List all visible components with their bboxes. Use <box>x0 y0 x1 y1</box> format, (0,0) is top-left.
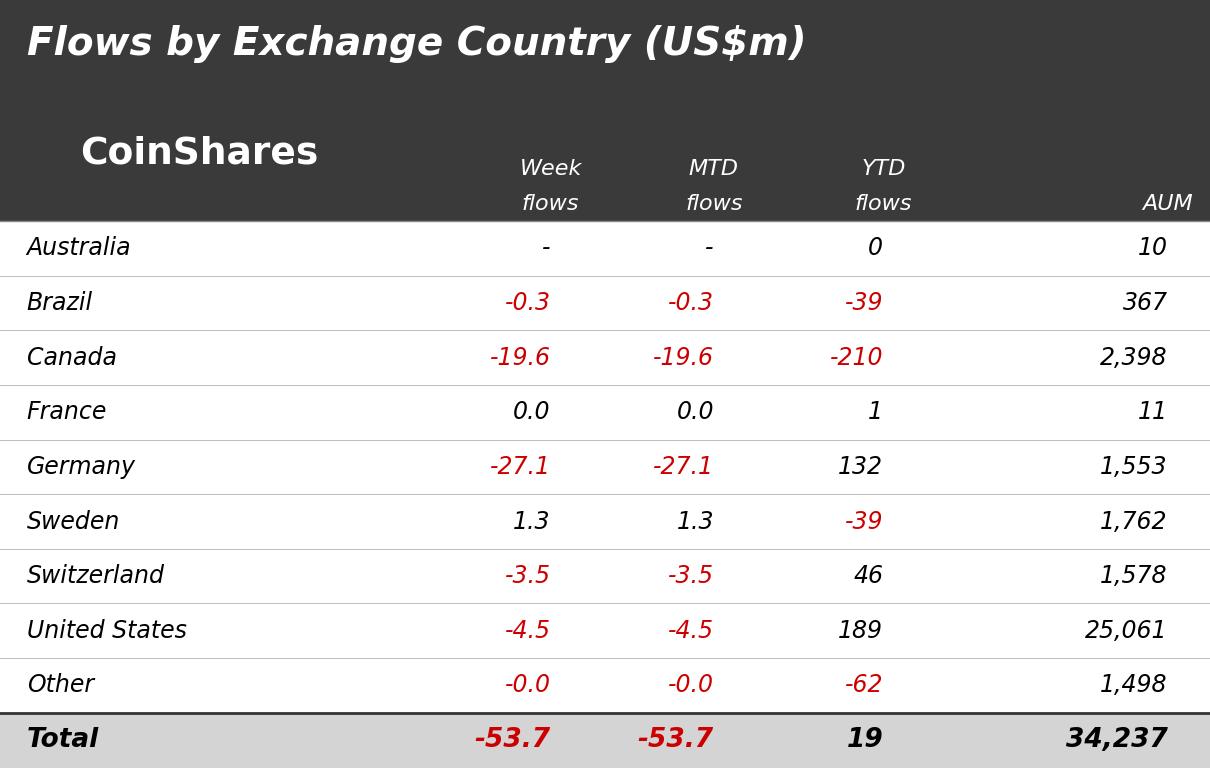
Text: -27.1: -27.1 <box>490 455 551 479</box>
Text: AUM: AUM <box>1142 194 1193 214</box>
Text: 2,398: 2,398 <box>1100 346 1168 369</box>
Text: Sweden: Sweden <box>27 509 120 534</box>
Text: -27.1: -27.1 <box>653 455 714 479</box>
Text: Australia: Australia <box>27 237 131 260</box>
Text: -210: -210 <box>830 346 883 369</box>
Text: Switzerland: Switzerland <box>27 564 165 588</box>
Text: flows: flows <box>854 194 912 214</box>
Text: Total: Total <box>27 727 99 753</box>
Text: France: France <box>27 400 106 425</box>
Text: -0.3: -0.3 <box>505 291 551 315</box>
Text: -0.0: -0.0 <box>668 674 714 697</box>
Text: -19.6: -19.6 <box>490 346 551 369</box>
Text: MTD: MTD <box>688 159 739 179</box>
Text: Week: Week <box>519 159 582 179</box>
Text: -: - <box>542 237 551 260</box>
Text: Germany: Germany <box>27 455 136 479</box>
Text: -62: -62 <box>845 674 883 697</box>
Bar <box>0 495 1210 549</box>
Text: 1,578: 1,578 <box>1100 564 1168 588</box>
Text: 1.3: 1.3 <box>513 509 551 534</box>
Text: Flows by Exchange Country (US$m): Flows by Exchange Country (US$m) <box>27 25 806 62</box>
Text: 132: 132 <box>839 455 883 479</box>
Text: flows: flows <box>522 194 580 214</box>
Text: flows: flows <box>685 194 743 214</box>
Text: -: - <box>705 237 714 260</box>
Text: Brazil: Brazil <box>27 291 93 315</box>
Text: 0.0: 0.0 <box>676 400 714 425</box>
Text: -0.0: -0.0 <box>505 674 551 697</box>
Bar <box>0 385 1210 439</box>
Bar <box>0 549 1210 604</box>
Text: Canada: Canada <box>27 346 116 369</box>
Text: 25,061: 25,061 <box>1085 619 1168 643</box>
Text: YTD: YTD <box>862 159 905 179</box>
Text: 367: 367 <box>1123 291 1168 315</box>
Bar <box>0 604 1210 658</box>
Bar <box>0 439 1210 495</box>
Bar <box>0 658 1210 713</box>
Text: 1,762: 1,762 <box>1100 509 1168 534</box>
Text: -19.6: -19.6 <box>653 346 714 369</box>
Text: 189: 189 <box>839 619 883 643</box>
Text: -4.5: -4.5 <box>668 619 714 643</box>
Text: 1.3: 1.3 <box>676 509 714 534</box>
Text: 0: 0 <box>869 237 883 260</box>
Text: United States: United States <box>27 619 186 643</box>
Bar <box>0 276 1210 330</box>
Text: CoinShares: CoinShares <box>81 136 318 171</box>
Bar <box>0 221 1210 276</box>
Text: 46: 46 <box>853 564 883 588</box>
Text: 10: 10 <box>1137 237 1168 260</box>
Text: -3.5: -3.5 <box>505 564 551 588</box>
Text: 19: 19 <box>847 727 883 753</box>
Text: -4.5: -4.5 <box>505 619 551 643</box>
Bar <box>0 330 1210 385</box>
Text: 34,237: 34,237 <box>1066 727 1168 753</box>
Text: 0.0: 0.0 <box>513 400 551 425</box>
Text: -39: -39 <box>845 509 883 534</box>
Text: 1: 1 <box>869 400 883 425</box>
Text: -53.7: -53.7 <box>638 727 714 753</box>
Bar <box>0 713 1210 768</box>
Text: -39: -39 <box>845 291 883 315</box>
Text: 1,498: 1,498 <box>1100 674 1168 697</box>
Text: -3.5: -3.5 <box>668 564 714 588</box>
Text: 11: 11 <box>1137 400 1168 425</box>
Text: Other: Other <box>27 674 93 697</box>
Text: 1,553: 1,553 <box>1100 455 1168 479</box>
Text: -0.3: -0.3 <box>668 291 714 315</box>
Bar <box>0 0 1210 221</box>
Text: -53.7: -53.7 <box>474 727 551 753</box>
